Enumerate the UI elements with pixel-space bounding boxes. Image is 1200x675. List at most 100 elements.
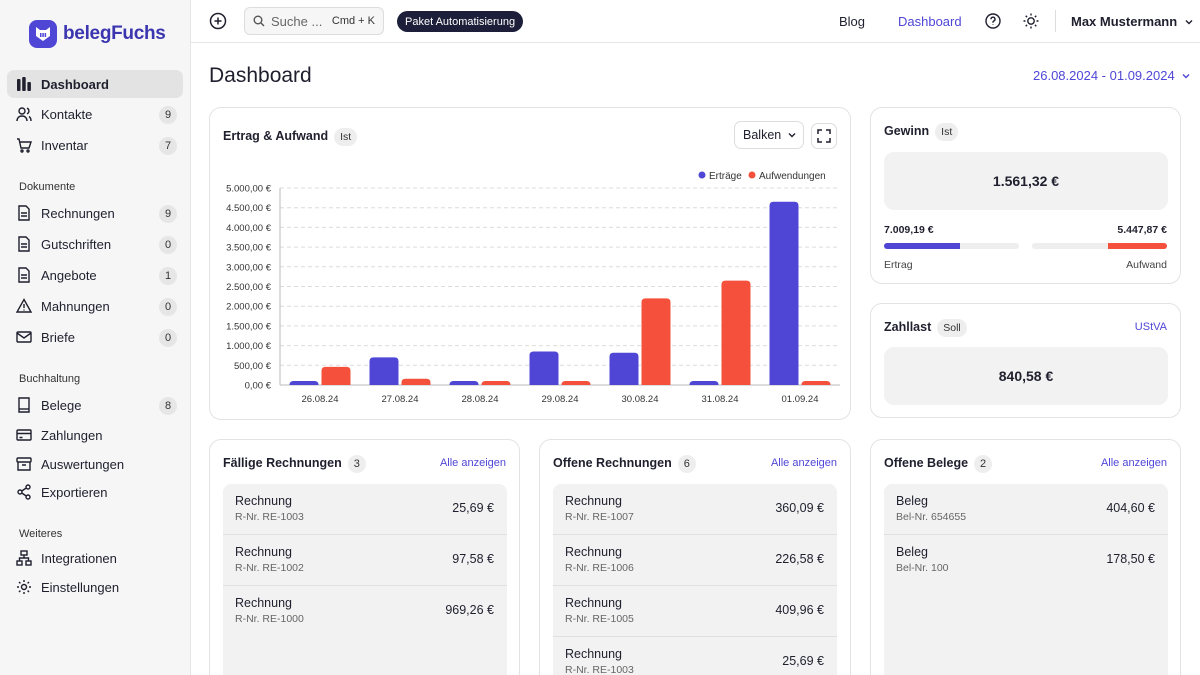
faellige-rechnungen-card: Fällige Rechnungen 3 Alle anzeigen Rechnu… bbox=[209, 439, 520, 675]
sidebar-item-label: Exportieren bbox=[41, 484, 108, 500]
y-tick-label: 2.500,00 € bbox=[226, 282, 272, 293]
legend-marker bbox=[748, 171, 756, 179]
list-item[interactable]: Beleg Bel-Nr. 654655 404,60 € bbox=[884, 484, 1168, 535]
help-icon[interactable] bbox=[985, 13, 1001, 29]
x-tick-label: 28.08.24 bbox=[462, 394, 499, 405]
search-icon bbox=[253, 15, 265, 27]
x-tick-label: 29.08.24 bbox=[542, 394, 579, 405]
sidebar-item-integrationen[interactable]: Integrationen bbox=[7, 544, 183, 572]
item-title: Rechnung bbox=[235, 545, 292, 559]
search-shortcut: Cmd + K bbox=[331, 15, 375, 27]
alle-anzeigen-link[interactable]: Alle anzeigen bbox=[770, 457, 837, 469]
bar-chart: Erträge Aufwendungen 0,00 € 500,00 € 1.000,0… bbox=[226, 171, 840, 405]
expand-icon bbox=[817, 129, 831, 143]
zahllast-title-row: Zahllast Soll bbox=[884, 319, 967, 337]
item-number: R-Nr. RE-1003 bbox=[235, 511, 304, 523]
sidebar-item-exportieren[interactable]: Exportieren bbox=[7, 478, 183, 506]
list-item[interactable]: Rechnung R-Nr. RE-1003 25,69 € bbox=[553, 637, 837, 675]
bar bbox=[721, 280, 751, 385]
bar-chart-icon bbox=[17, 77, 31, 91]
sidebar-item-belege[interactable]: Belege 8 bbox=[7, 391, 183, 419]
chevron-down-icon bbox=[1182, 73, 1190, 78]
aufwand-bar-fill bbox=[1107, 243, 1167, 249]
item-number: R-Nr. RE-1007 bbox=[565, 511, 634, 523]
count-badge: 6 bbox=[677, 455, 696, 473]
item-number: R-Nr. RE-1000 bbox=[235, 613, 304, 625]
sidebar-item-einstellungen[interactable]: Einstellungen bbox=[7, 573, 183, 601]
plus-circle-icon[interactable] bbox=[209, 12, 227, 30]
sidebar-item-label: Mahnungen bbox=[41, 298, 110, 314]
sidebar-item-auswertungen[interactable]: Auswertungen bbox=[7, 450, 183, 478]
sun-icon[interactable] bbox=[1022, 12, 1040, 30]
bar bbox=[369, 357, 399, 385]
sidebar-item-zahlungen[interactable]: Zahlungen bbox=[7, 421, 183, 449]
faellige-title: Fällige Rechnungen bbox=[223, 456, 342, 470]
sidebar: belegFuchs Dashboard Kontakte 9 Inventar… bbox=[0, 0, 191, 675]
soll-tag: Soll bbox=[937, 319, 967, 337]
faellige-list: Rechnung R-Nr. RE-1003 25,69 € Rechnung R-N… bbox=[223, 484, 507, 675]
date-range-picker[interactable]: 26.08.2024 - 01.09.2024 bbox=[1033, 68, 1191, 83]
item-number: R-Nr. RE-1006 bbox=[565, 562, 634, 574]
item-amount: 25,69 € bbox=[452, 501, 494, 515]
chevron-down-icon bbox=[1185, 19, 1193, 24]
sidebar-item-briefe[interactable]: Briefe 0 bbox=[7, 323, 183, 351]
brand-logo[interactable]: belegFuchs bbox=[29, 20, 166, 48]
search-input[interactable]: Suche ... Cmd + K bbox=[244, 7, 384, 35]
count-badge: 1 bbox=[159, 267, 177, 285]
sitemap-icon bbox=[16, 550, 32, 566]
item-number: R-Nr. RE-1002 bbox=[235, 562, 304, 574]
sidebar-item-mahnungen[interactable]: Mahnungen 0 bbox=[7, 292, 183, 320]
alle-anzeigen-link[interactable]: Alle anzeigen bbox=[439, 457, 506, 469]
archive-icon bbox=[16, 457, 32, 471]
zahllast-card: Zahllast Soll UStVA 840,58 € bbox=[870, 303, 1181, 418]
book-icon bbox=[18, 397, 30, 413]
x-tick-label: 30.08.24 bbox=[622, 394, 659, 405]
sidebar-item-angebote[interactable]: Angebote 1 bbox=[7, 261, 183, 289]
list-item[interactable]: Beleg Bel-Nr. 100 178,50 € bbox=[884, 535, 1168, 586]
list-item[interactable]: Rechnung R-Nr. RE-1003 25,69 € bbox=[223, 484, 507, 535]
sidebar-item-rechnungen[interactable]: Rechnungen 9 bbox=[7, 199, 183, 227]
list-item[interactable]: Rechnung R-Nr. RE-1006 226,58 € bbox=[553, 535, 837, 586]
list-item[interactable]: Rechnung R-Nr. RE-1000 969,26 € bbox=[223, 586, 507, 637]
ist-tag: Ist bbox=[334, 128, 358, 146]
sidebar-item-dashboard[interactable]: Dashboard bbox=[7, 70, 183, 98]
gear-icon bbox=[17, 580, 31, 594]
chart-type-value: Balken bbox=[743, 128, 782, 142]
count-badge: 0 bbox=[159, 329, 177, 347]
item-title: Rechnung bbox=[235, 596, 292, 610]
item-amount: 178,50 € bbox=[1106, 552, 1155, 566]
sidebar-item-gutschriften[interactable]: Gutschriften 0 bbox=[7, 230, 183, 258]
bar bbox=[481, 381, 511, 386]
item-amount: 409,96 € bbox=[775, 603, 824, 617]
y-tick-label: 1.000,00 € bbox=[226, 341, 272, 352]
count-badge: 8 bbox=[159, 397, 177, 415]
bar bbox=[321, 366, 351, 385]
offene-rechnungen-list: Rechnung R-Nr. RE-1007 360,09 € Rechnung R-… bbox=[553, 484, 837, 675]
sidebar-item-kontakte[interactable]: Kontakte 9 bbox=[7, 100, 183, 128]
sidebar-item-label: Zahlungen bbox=[41, 427, 103, 443]
legend-label: Erträge bbox=[709, 171, 742, 182]
list-item[interactable]: Rechnung R-Nr. RE-1007 360,09 € bbox=[553, 484, 837, 535]
warning-icon bbox=[16, 298, 32, 313]
item-number: R-Nr. RE-1005 bbox=[565, 613, 634, 625]
paket-badge[interactable]: Paket Automatisierung bbox=[397, 11, 524, 32]
divider bbox=[1055, 10, 1056, 32]
chart-type-select[interactable]: Balken bbox=[734, 121, 804, 149]
user-menu[interactable]: Max Mustermann bbox=[1071, 14, 1194, 29]
faellige-title-row: Fällige Rechnungen 3 bbox=[223, 455, 366, 473]
users-icon bbox=[16, 107, 32, 122]
fullscreen-button[interactable] bbox=[811, 123, 837, 149]
ustva-link[interactable]: UStVA bbox=[1134, 321, 1167, 333]
list-item[interactable]: Rechnung R-Nr. RE-1005 409,96 € bbox=[553, 586, 837, 637]
file-icon bbox=[18, 267, 30, 283]
alle-anzeigen-link[interactable]: Alle anzeigen bbox=[1100, 457, 1167, 469]
sidebar-item-inventar[interactable]: Inventar 7 bbox=[7, 131, 183, 159]
blog-link[interactable]: Blog bbox=[839, 14, 866, 29]
list-item[interactable]: Rechnung R-Nr. RE-1002 97,58 € bbox=[223, 535, 507, 586]
count-badge: 9 bbox=[159, 106, 177, 124]
dashboard-link[interactable]: Dashboard bbox=[898, 14, 962, 29]
bar bbox=[689, 381, 719, 386]
y-tick-label: 4.500,00 € bbox=[226, 203, 272, 214]
offene-belege-title-row: Offene Belege 2 bbox=[884, 455, 993, 473]
aufwand-bar bbox=[1032, 243, 1167, 249]
